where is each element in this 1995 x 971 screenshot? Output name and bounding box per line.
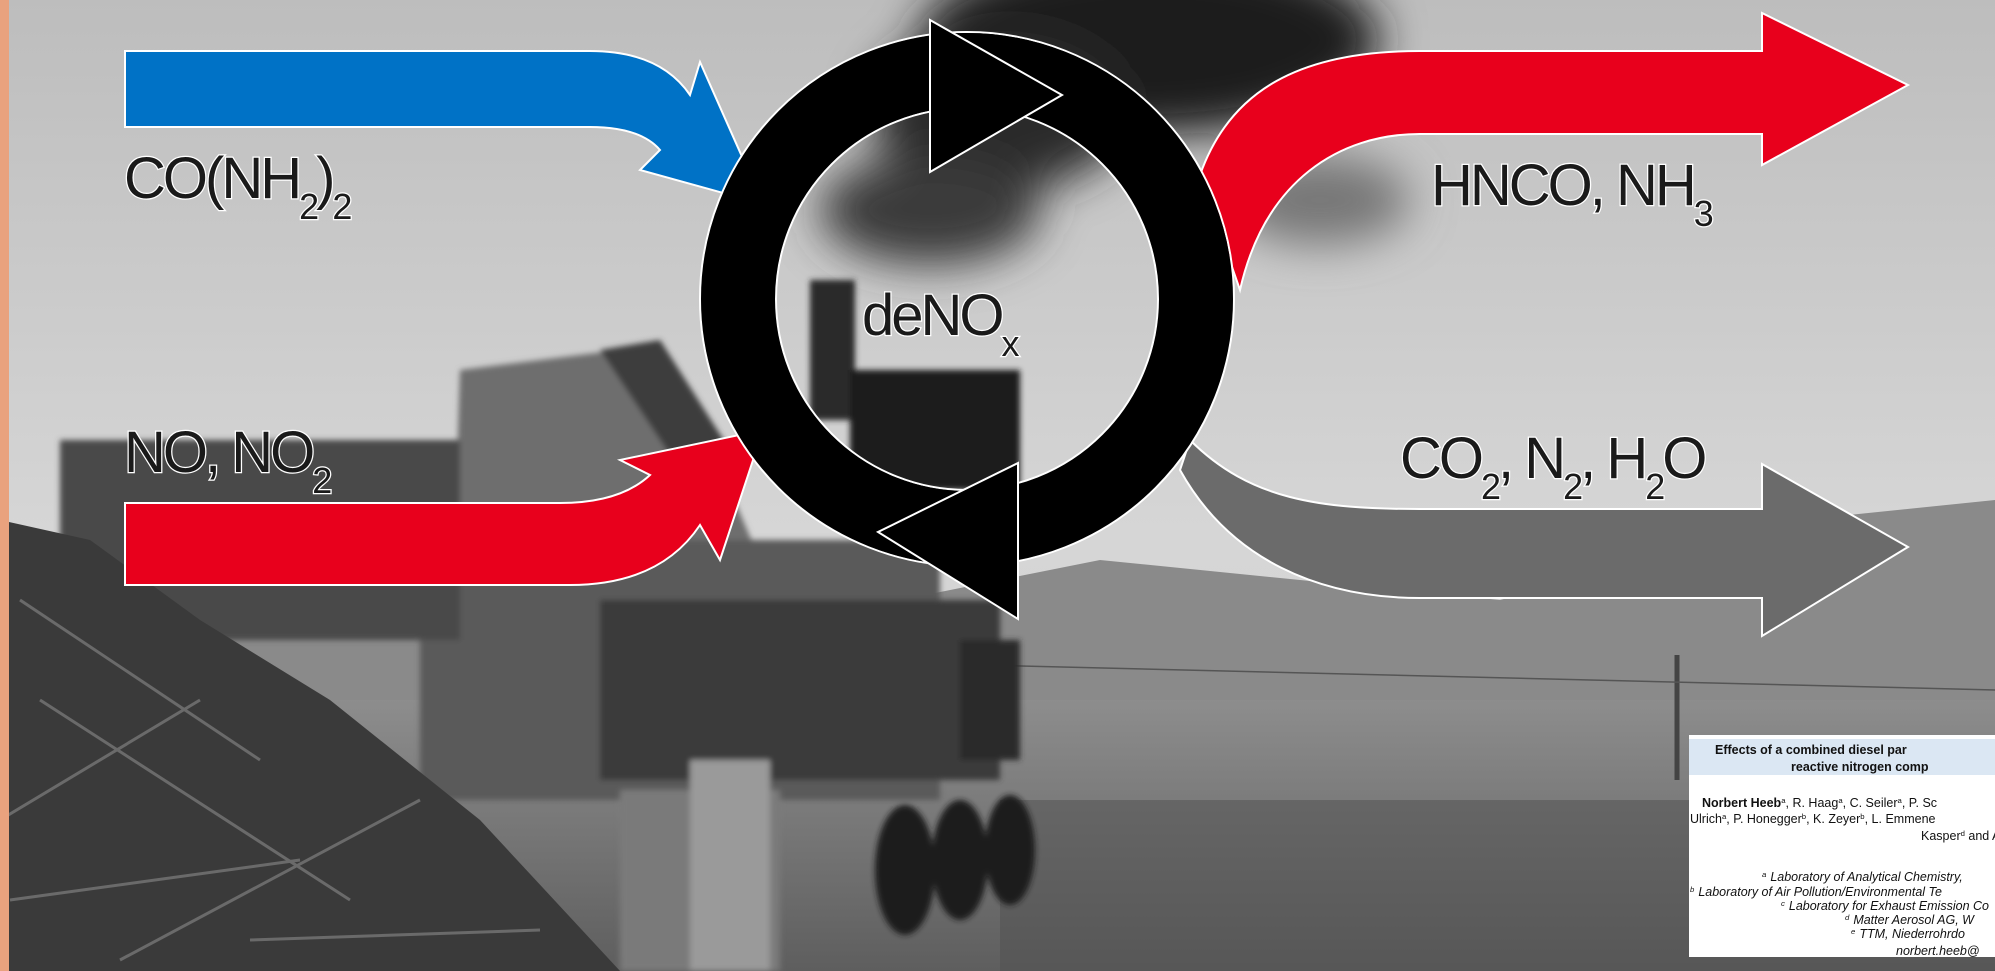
label-text: , P. Honegger [1726,812,1802,826]
inset-title: reactive nitrogen comp [1791,760,1929,774]
affiliation-mark: a [1762,870,1767,879]
label-text: NO, NO [124,420,313,485]
affiliation-text: TTM, Niederrohrdo [1859,927,1965,941]
script-text: 2 [332,186,351,227]
label-text: , R. Haag [1786,796,1839,810]
inset-authors: Kasperd and A [1921,829,1995,844]
graphical-abstract: CO(NH2)2 NO, NO2 deNOx HNCO, NH3 CO2, N2… [0,0,1995,971]
script-text: 2 [312,460,331,501]
affiliation-mark: e [1851,927,1856,936]
label-text: and A [1965,829,1995,843]
inset-authors: Norbert Heeba, R. Haaga, C. Seilera, P. … [1702,796,1937,811]
affiliation-mark: d [1845,913,1850,922]
affiliation-mark: b [1690,885,1695,894]
inset-affiliation: c Laboratory for Exhaust Emission Co [1781,899,1989,914]
label-text: deNO [862,283,1002,348]
label-text: , K. Zeyer [1806,812,1860,826]
label-text: Kasper [1921,829,1961,843]
label-text: HNCO, NH [1431,153,1694,218]
affiliation-text: Laboratory for Exhaust Emission Co [1789,899,1989,913]
affiliation-mark: c [1781,899,1785,908]
label-text: , L. Emmene [1865,812,1936,826]
inset-title: Effects of a combined diesel par [1715,743,1907,757]
affiliation-text: Laboratory of Air Pollution/Environmenta… [1698,885,1942,899]
inset-authors: Ulricha, P. Honeggerb, K. Zeyerb, L. Emm… [1690,812,1936,827]
script-text: 3 [1694,193,1713,234]
label-text: Ulrich [1690,812,1722,826]
affiliation-text: Laboratory of Analytical Chemistry, [1770,870,1962,884]
label-text: , N [1498,426,1563,491]
label-text: CO(NH [124,146,299,211]
border-strip [0,0,9,971]
label-text: Norbert Heeb [1702,796,1782,810]
label-text: ) [316,146,332,211]
affiliation-text: Matter Aerosol AG, W [1853,913,1975,927]
inset-email: norbert.heeb@ [1896,944,1980,958]
label-text: , C. Seiler [1843,796,1898,810]
paper-inset: Effects of a combined diesel par reactiv… [1689,735,1995,958]
label-text: , H [1580,426,1645,491]
page: CO(NH2)2 NO, NO2 deNOx HNCO, NH3 CO2, N2… [0,0,1995,971]
label-text: CO [1400,426,1482,491]
label-text: O [1662,426,1705,491]
label-text: , P. Sc [1902,796,1937,810]
